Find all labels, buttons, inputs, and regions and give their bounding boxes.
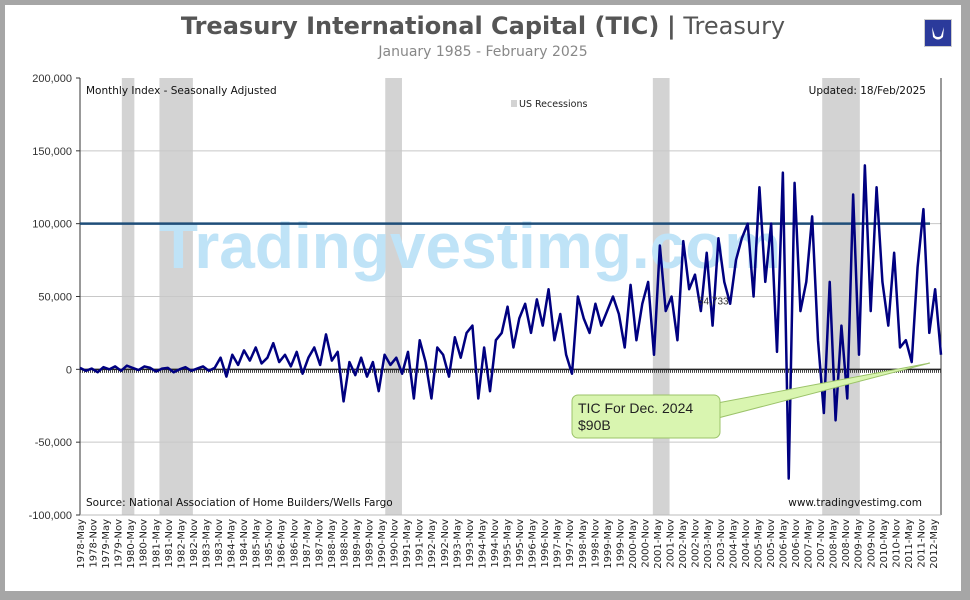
x-tick-label: 1989-May (352, 519, 363, 569)
x-tick-label: 1979-Nov (114, 519, 125, 568)
watermark: Tradingvestimg.com (159, 210, 781, 282)
y-tick-label: 150,000 (32, 146, 72, 158)
x-tick-label: 1985-Nov (264, 519, 275, 568)
x-tick-label: 1991-Nov (415, 519, 426, 568)
x-tick-label: 2008-May (829, 519, 840, 569)
y-tick-label: 50,000 (38, 292, 72, 304)
x-tick-label: 1980-Nov (139, 519, 150, 568)
x-tick-label: 1984-May (227, 519, 238, 569)
x-tick-label: 1995-May (503, 519, 514, 569)
x-tick-label: 1997-May (553, 519, 564, 569)
x-tick-label: 1993-May (452, 519, 463, 569)
x-tick-label: 1987-May (302, 519, 313, 569)
x-tick-label: 2007-Nov (816, 519, 827, 568)
series-line (79, 164, 943, 480)
x-tick-label: 2010-Nov (891, 519, 902, 568)
x-tick-label: 2001-Nov (666, 519, 677, 568)
point-value-label: 54,733 (698, 297, 729, 308)
x-tick-label: 2004-May (728, 519, 739, 569)
x-tick-label: 2009-May (854, 519, 865, 569)
x-tick-label: 2006-Nov (791, 519, 802, 568)
x-tick-label: 2009-Nov (866, 519, 877, 568)
x-tick-label: 2005-May (753, 519, 764, 569)
x-tick-label: 1981-Nov (164, 519, 175, 568)
x-tick-label: 1978-May (76, 519, 87, 569)
x-tick-label: 1984-Nov (239, 519, 250, 568)
x-tick-label: 1996-Nov (540, 519, 551, 568)
x-tick-label: 1986-Nov (289, 519, 300, 568)
x-tick-label: 2011-May (904, 519, 915, 569)
x-tick-label: 1979-May (101, 519, 112, 569)
x-tick-label: 2004-Nov (741, 519, 752, 568)
x-tick-label: 2002-Nov (691, 519, 702, 568)
y-tick-label: -100,000 (29, 510, 72, 522)
x-tick-label: 2006-May (778, 519, 789, 569)
x-tick-label: 1999-Nov (615, 519, 626, 568)
x-tick-label: 2007-May (804, 519, 815, 569)
y-tick-label: -50,000 (35, 437, 72, 449)
x-tick-label: 1995-Nov (515, 519, 526, 568)
x-tick-label: 1983-May (201, 519, 212, 569)
x-tick-label: 1998-Nov (590, 519, 601, 568)
website-note: www.tradingvestimg.com (788, 497, 922, 509)
x-tick-label: 1978-Nov (89, 519, 100, 568)
x-tick-label: 1996-May (528, 519, 539, 569)
x-tick-label: 2002-May (678, 519, 689, 569)
x-tick-label: 2003-May (703, 519, 714, 569)
x-tick-label: 1990-Nov (390, 519, 401, 568)
x-tick-label: 1988-Nov (339, 519, 350, 568)
x-tick-label: 2000-Nov (640, 519, 651, 568)
x-tick-label: 1982-May (176, 519, 187, 569)
x-tick-label: 2008-Nov (841, 519, 852, 568)
title-bold: Treasury International Capital (TIC) (180, 12, 660, 40)
x-tick-label: 2005-Nov (766, 519, 777, 568)
source-note: Source: National Association of Home Bui… (86, 497, 393, 509)
chart-subtitle: January 1985 - February 2025 (378, 44, 588, 60)
top-left-note: Monthly Index - Seasonally Adjusted (86, 85, 277, 97)
x-tick-label: 1997-Nov (565, 519, 576, 568)
legend-swatch (511, 100, 517, 107)
x-tick-label: 1982-Nov (189, 519, 200, 568)
title-separator: | (667, 12, 676, 40)
bull-horns-logo-icon (924, 19, 952, 47)
x-tick-label: 1992-Nov (440, 519, 451, 568)
y-tick-label: 200,000 (32, 73, 72, 85)
x-tick-label: 2010-May (879, 519, 890, 569)
x-tick-label: 1980-May (126, 519, 137, 569)
x-tick-label: 1981-May (151, 519, 162, 569)
chart-title: Treasury International Capital (TIC) | T… (0, 12, 966, 40)
x-tick-label: 1999-May (603, 519, 614, 569)
title-light: Treasury (683, 12, 786, 40)
top-right-note: Updated: 18/Feb/2025 (809, 85, 926, 97)
x-tick-label: 1994-May (477, 519, 488, 569)
y-tick-label: 0 (66, 364, 72, 376)
x-tick-label: 1998-May (578, 519, 589, 569)
x-tick-label: 1983-Nov (214, 519, 225, 568)
callout-line2: $90B (578, 417, 611, 433)
x-tick-label: 2012-May (929, 519, 940, 569)
x-tick-label: 1988-May (327, 519, 338, 569)
x-tick-label: 1992-May (427, 519, 438, 569)
x-tick-label: 1994-Nov (490, 519, 501, 568)
x-tick-label: 2003-Nov (716, 519, 727, 568)
x-tick-label: 1986-May (277, 519, 288, 569)
legend-label: US Recessions (519, 99, 587, 110)
x-tick-label: 2011-Nov (916, 519, 927, 568)
x-tick-label: 1985-May (252, 519, 263, 569)
callout-box (571, 394, 721, 439)
x-tick-label: 1991-May (402, 519, 413, 569)
x-tick-label: 2000-May (628, 519, 639, 569)
x-tick-label: 1987-Nov (314, 519, 325, 568)
x-tick-label: 1993-Nov (465, 519, 476, 568)
y-tick-label: 100,000 (32, 219, 72, 231)
x-tick-label: 2001-May (653, 519, 664, 569)
callout-line1: TIC For Dec. 2024 (578, 400, 693, 416)
x-tick-label: 1990-May (377, 519, 388, 569)
x-tick-label: 1989-Nov (365, 519, 376, 568)
